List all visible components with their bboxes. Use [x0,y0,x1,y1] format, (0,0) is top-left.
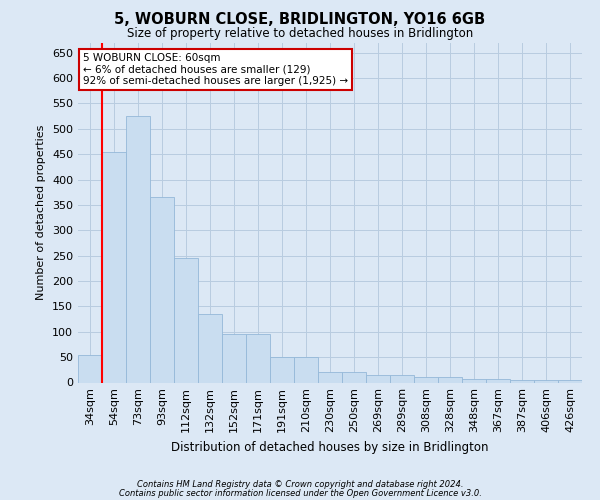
Bar [270,357,294,382]
Bar [102,152,126,382]
Bar [294,357,318,382]
Text: Contains HM Land Registry data © Crown copyright and database right 2024.: Contains HM Land Registry data © Crown c… [137,480,463,489]
Text: Size of property relative to detached houses in Bridlington: Size of property relative to detached ho… [127,28,473,40]
X-axis label: Distribution of detached houses by size in Bridlington: Distribution of detached houses by size … [171,441,489,454]
Bar [366,375,390,382]
Bar [78,354,102,382]
Bar [438,378,462,382]
Bar [222,334,246,382]
Bar [342,372,366,382]
Text: 5, WOBURN CLOSE, BRIDLINGTON, YO16 6GB: 5, WOBURN CLOSE, BRIDLINGTON, YO16 6GB [115,12,485,28]
Bar [126,116,150,382]
Bar [198,314,222,382]
Bar [390,375,414,382]
Bar [150,198,174,382]
Bar [174,258,198,382]
Bar [414,378,438,382]
Text: 5 WOBURN CLOSE: 60sqm
← 6% of detached houses are smaller (129)
92% of semi-deta: 5 WOBURN CLOSE: 60sqm ← 6% of detached h… [83,52,348,86]
Bar [510,380,534,382]
Bar [246,334,270,382]
Y-axis label: Number of detached properties: Number of detached properties [37,125,46,300]
Text: Contains public sector information licensed under the Open Government Licence v3: Contains public sector information licen… [119,488,481,498]
Bar [462,379,486,382]
Bar [534,380,558,382]
Bar [318,372,342,382]
Bar [558,380,582,382]
Bar [486,379,510,382]
